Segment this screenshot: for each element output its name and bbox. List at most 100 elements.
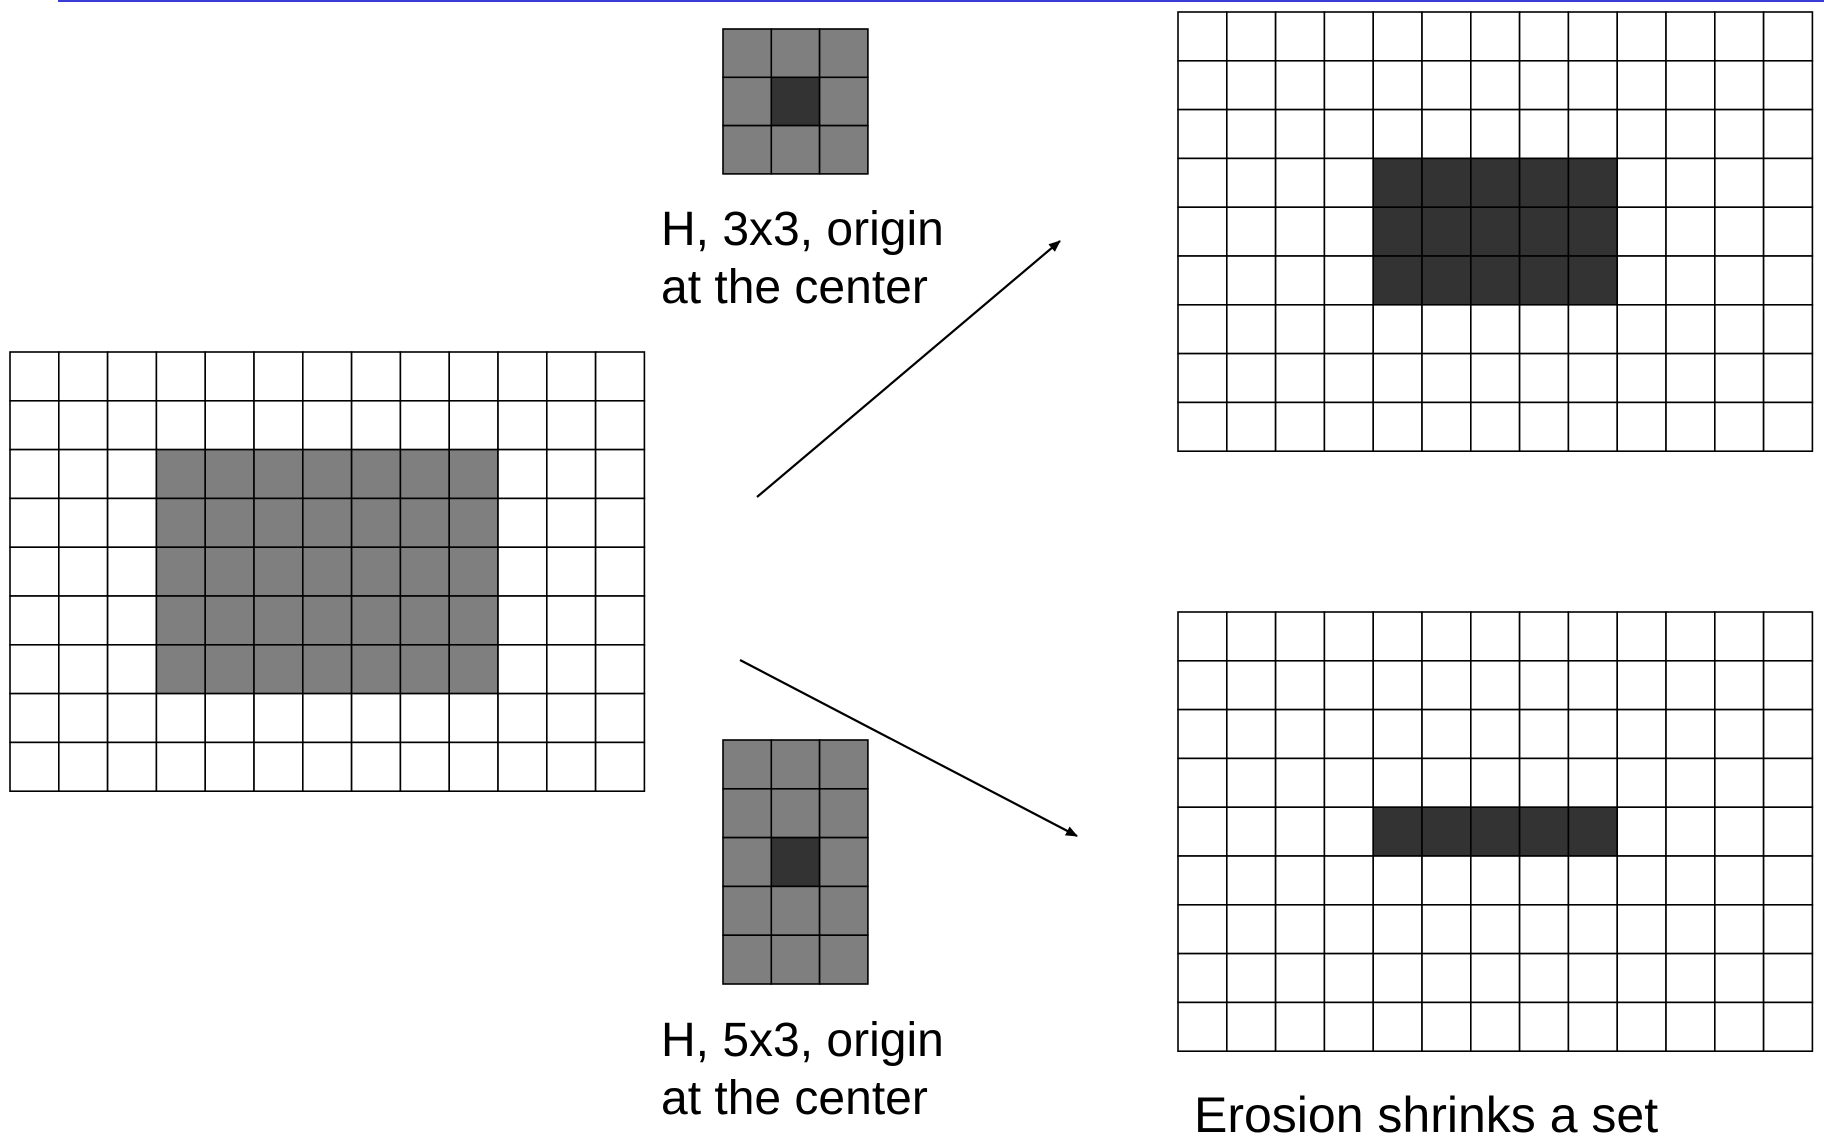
input-cell-empty xyxy=(497,643,548,695)
result-3x3-cell-result xyxy=(1567,206,1619,257)
input-cell-set xyxy=(155,643,206,695)
result-3x3-cell-empty xyxy=(1762,206,1814,257)
result-5x3-cell-empty xyxy=(1274,952,1326,1004)
result-3x3-cell-empty xyxy=(1226,352,1277,404)
result-3x3-cell-empty xyxy=(1274,59,1326,111)
result-5x3-cell-empty xyxy=(1762,611,1814,662)
input-cell-empty xyxy=(57,497,109,548)
input-cell-empty xyxy=(106,741,158,793)
result-5x3-cell-empty xyxy=(1714,708,1765,760)
input-cell-set xyxy=(399,595,450,646)
input-cell-set xyxy=(448,595,499,646)
result-5x3-cell-empty xyxy=(1567,903,1619,955)
input-cell-empty xyxy=(106,448,158,500)
input-cell-empty xyxy=(9,448,60,500)
result-5x3-cell-empty xyxy=(1714,952,1765,1004)
input-cell-empty xyxy=(497,351,548,402)
input-cell-set xyxy=(350,497,402,548)
input-cell-empty xyxy=(9,497,60,548)
result-5x3-cell-empty xyxy=(1665,659,1716,711)
result-3x3-cell-result xyxy=(1567,157,1619,208)
result-5x3-cell-empty xyxy=(1470,855,1521,906)
input-cell-empty xyxy=(106,399,158,451)
input-cell-empty xyxy=(155,351,206,402)
result-3x3-cell-empty xyxy=(1665,352,1716,404)
input-cell-set xyxy=(448,497,499,548)
result-3x3-cell-empty xyxy=(1372,11,1423,62)
se-5x3-cell-set xyxy=(770,787,821,839)
input-cell-empty xyxy=(594,741,646,793)
result-3x3-cell-result xyxy=(1421,255,1472,306)
input-cell-set xyxy=(155,497,206,548)
result-3x3-cell-result xyxy=(1518,206,1570,257)
input-cell-empty xyxy=(545,448,597,500)
result-5x3-cell-empty xyxy=(1567,659,1619,711)
result-3x3-cell-result xyxy=(1372,157,1423,208)
result-5x3-cell-empty xyxy=(1323,611,1375,662)
result-3x3-cell-empty xyxy=(1762,255,1814,306)
result-5x3-cell-empty xyxy=(1762,806,1814,857)
arrow-to-result-5x3 xyxy=(739,659,1078,837)
se-3x3-cell-set xyxy=(818,124,869,175)
result-5x3-cell-empty xyxy=(1665,806,1716,857)
input-cell-empty xyxy=(253,741,304,793)
input-cell-set xyxy=(399,643,450,695)
result-5x3-cell-empty xyxy=(1421,757,1472,809)
result-5x3-cell-empty xyxy=(1762,952,1814,1004)
result-3x3-cell-empty xyxy=(1274,11,1326,62)
result-3x3-cell-empty xyxy=(1567,401,1619,452)
result-5x3-cell-empty xyxy=(1323,806,1375,857)
result-3x3-cell-empty xyxy=(1323,206,1375,257)
result-3x3-cell-empty xyxy=(1714,352,1765,404)
input-cell-set xyxy=(301,448,353,500)
result-3x3-cell-empty xyxy=(1762,157,1814,208)
result-3x3-cell-empty xyxy=(1274,303,1326,355)
input-cell-empty xyxy=(57,741,109,793)
input-cell-empty xyxy=(594,643,646,695)
input-cell-set xyxy=(301,546,353,597)
input-cell-set xyxy=(204,546,255,597)
input-cell-empty xyxy=(594,448,646,500)
input-cell-empty xyxy=(448,741,499,793)
result-3x3-cell-empty xyxy=(1323,303,1375,355)
result-5x3-cell-empty xyxy=(1226,611,1277,662)
input-cell-empty xyxy=(545,351,597,402)
result-3x3-cell-result xyxy=(1470,255,1521,306)
input-cell-empty xyxy=(350,741,402,793)
result-3x3-cell-empty xyxy=(1762,303,1814,355)
input-cell-set xyxy=(399,497,450,548)
result-5x3-cell-empty xyxy=(1470,952,1521,1004)
result-5x3-cell-empty xyxy=(1714,757,1765,809)
input-cell-empty xyxy=(155,399,206,451)
result-5x3-cell-empty xyxy=(1177,659,1228,711)
se-3x3-cell-set xyxy=(722,76,773,127)
se-3x3-cell-set xyxy=(818,76,869,127)
result-5x3-cell-empty xyxy=(1274,611,1326,662)
input-cell-empty xyxy=(497,497,548,548)
result-5x3-cell-empty xyxy=(1177,1001,1228,1053)
result-5x3-cell-empty xyxy=(1177,611,1228,662)
result-5x3-cell-empty xyxy=(1274,659,1326,711)
se-5x3-cell-origin xyxy=(770,836,821,888)
result-3x3-cell-empty xyxy=(1665,303,1716,355)
input-cell-empty xyxy=(497,692,548,744)
result-3x3-cell-empty xyxy=(1567,108,1619,160)
result-5x3-cell-empty xyxy=(1177,757,1228,809)
arrow-to-result-3x3 xyxy=(756,240,1061,498)
result-5x3-cell-empty xyxy=(1372,708,1423,760)
result-5x3-cell-result xyxy=(1372,806,1423,857)
input-cell-empty xyxy=(253,692,304,744)
result-3x3-cell-empty xyxy=(1762,352,1814,404)
result-3x3-cell-empty xyxy=(1470,401,1521,452)
result-5x3-cell-empty xyxy=(1518,611,1570,662)
se-5x3-caption-line-1: H, 5x3, origin xyxy=(661,1014,944,1067)
se-3x3-caption-line-2: at the center xyxy=(661,261,928,314)
se-5x3-cell-set xyxy=(770,934,821,985)
result-3x3-cell-empty xyxy=(1372,303,1423,355)
result-5x3-cell-empty xyxy=(1323,855,1375,906)
input-cell-empty xyxy=(57,399,109,451)
result-5x3-cell-empty xyxy=(1518,757,1570,809)
input-cell-empty xyxy=(57,448,109,500)
result-5x3-cell-empty xyxy=(1421,659,1472,711)
input-cell-set xyxy=(301,643,353,695)
